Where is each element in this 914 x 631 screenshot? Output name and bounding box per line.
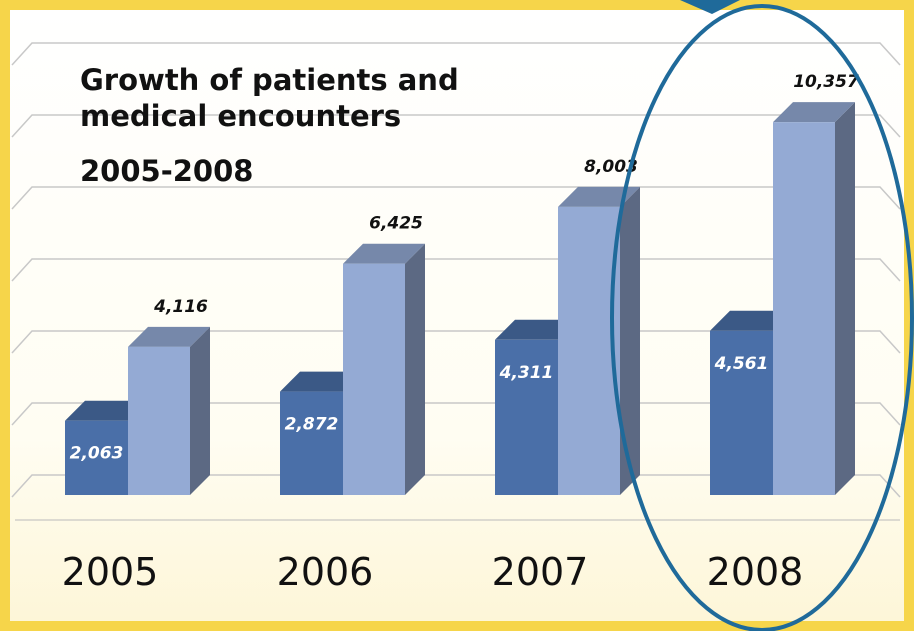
bar-side	[620, 186, 640, 495]
bar-top	[343, 243, 425, 264]
bar-front	[343, 263, 405, 495]
chart-title: Growth of patients and medical encounter…	[80, 63, 459, 133]
bar-top	[65, 400, 148, 421]
bar	[343, 243, 425, 495]
bar-top	[128, 326, 210, 347]
chart-subtitle: 2005-2008	[80, 154, 254, 188]
bar	[773, 102, 855, 495]
value-label: 2,063	[70, 444, 124, 464]
value-label: 10,357	[793, 72, 859, 92]
grid-line	[11, 258, 901, 282]
value-label: 6,425	[369, 214, 423, 234]
value-label: 4,311	[499, 363, 554, 383]
x-tick-label: 2007	[492, 550, 589, 594]
grid-line	[11, 186, 901, 210]
x-tick-label: 2006	[277, 550, 374, 594]
bar-front	[65, 420, 128, 495]
value-label: 4,116	[153, 297, 208, 317]
bar-top	[495, 319, 578, 340]
bar-side	[835, 102, 855, 495]
bar-front	[128, 346, 190, 495]
value-label: 8,003	[584, 157, 638, 177]
bar-front	[280, 391, 343, 495]
x-tick-label: 2008	[707, 550, 804, 594]
value-label: 2,872	[285, 415, 339, 435]
bar-top	[280, 371, 363, 392]
value-label: 4,561	[714, 354, 769, 374]
bar-side	[405, 243, 425, 495]
x-tick-label: 2005	[62, 550, 159, 594]
bar-front	[773, 122, 835, 495]
bar	[558, 186, 640, 495]
bar-front	[558, 206, 620, 495]
bar-front	[495, 339, 558, 495]
bar-side	[190, 326, 210, 495]
bar	[128, 326, 210, 495]
